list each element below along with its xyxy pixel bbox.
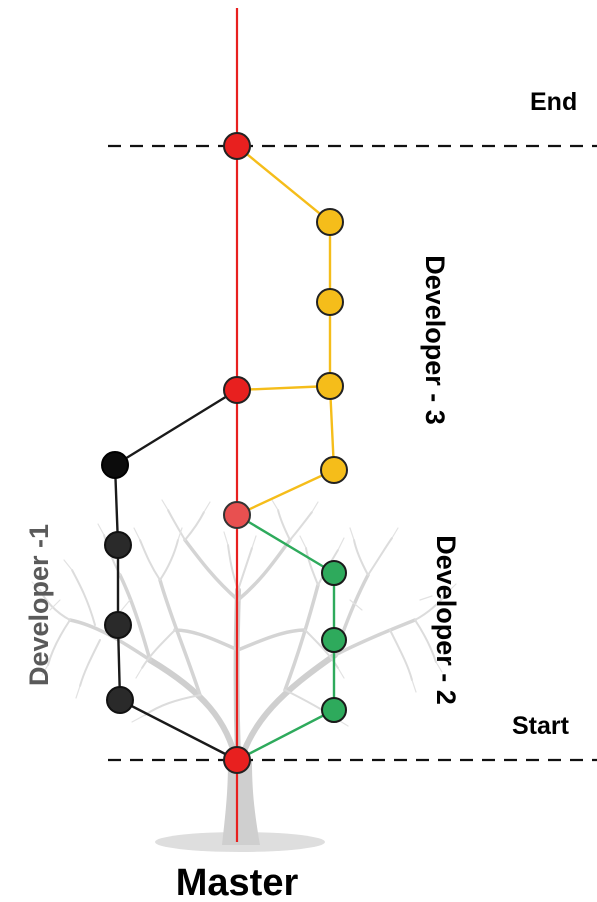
master-commit bbox=[223, 132, 251, 160]
start-label: Start bbox=[512, 712, 570, 740]
developer3-commit bbox=[316, 288, 344, 316]
developer3-commit bbox=[320, 456, 348, 484]
master-commits bbox=[223, 132, 251, 774]
end-label: End bbox=[530, 88, 577, 116]
developer1-commit bbox=[106, 686, 134, 714]
developer3-branch-line bbox=[236, 145, 336, 517]
master-commit bbox=[223, 746, 251, 774]
developer1-commit bbox=[104, 611, 132, 639]
developer3-branch bbox=[236, 145, 348, 517]
developer3-commit bbox=[316, 208, 344, 236]
developer1-branch-line bbox=[113, 388, 238, 762]
developer2-commit bbox=[321, 697, 347, 723]
master-commit bbox=[223, 376, 251, 404]
developer1-branch bbox=[101, 388, 238, 762]
developer3-commit bbox=[316, 372, 344, 400]
developer1-commit bbox=[101, 451, 129, 479]
developer3-merge-line bbox=[236, 384, 331, 392]
developer2-commit bbox=[321, 560, 347, 586]
developer2-branch bbox=[236, 513, 347, 762]
developer1-commit bbox=[104, 531, 132, 559]
developer2-commit bbox=[321, 627, 347, 653]
developer2-label: Developer - 2 bbox=[431, 535, 461, 705]
developer1-label: Developer -1 bbox=[24, 524, 54, 686]
tree-illustration bbox=[31, 499, 457, 852]
master-label: Master bbox=[176, 862, 299, 902]
master-commit bbox=[223, 501, 251, 529]
developer3-label: Developer - 3 bbox=[420, 255, 450, 425]
